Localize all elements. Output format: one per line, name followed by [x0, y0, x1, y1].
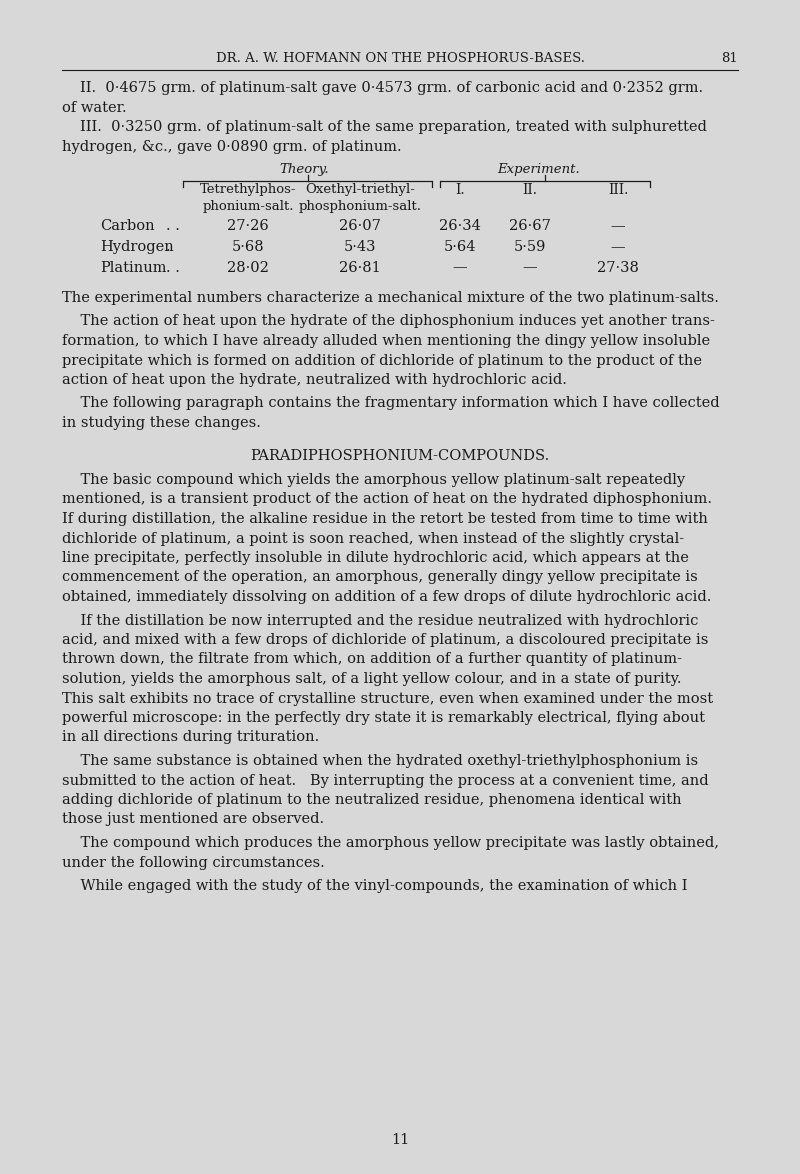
Text: precipitate which is formed on addition of dichloride of platinum to the product: precipitate which is formed on addition … — [62, 353, 702, 367]
Text: 11: 11 — [391, 1133, 409, 1147]
Text: The compound which produces the amorphous yellow precipitate was lastly obtained: The compound which produces the amorphou… — [62, 836, 719, 850]
Text: —: — — [522, 261, 538, 275]
Text: Experiment.: Experiment. — [498, 162, 580, 175]
Text: Theory.: Theory. — [279, 162, 329, 175]
Text: The same substance is obtained when the hydrated oxethyl-triethylphosphonium is: The same substance is obtained when the … — [62, 754, 698, 768]
Text: 28·02: 28·02 — [227, 261, 269, 275]
Text: in all directions during trituration.: in all directions during trituration. — [62, 730, 319, 744]
Text: of water.: of water. — [62, 101, 126, 115]
Text: phosphonium-salt.: phosphonium-salt. — [298, 200, 422, 212]
Text: 27·38: 27·38 — [597, 261, 639, 275]
Text: hydrogen, &c., gave 0·0890 grm. of platinum.: hydrogen, &c., gave 0·0890 grm. of plati… — [62, 140, 402, 154]
Text: 26·07: 26·07 — [339, 220, 381, 234]
Text: Hydrogen: Hydrogen — [100, 239, 174, 254]
Text: Oxethyl-triethyl-: Oxethyl-triethyl- — [305, 183, 415, 196]
Text: obtained, immediately dissolving on addition of a few drops of dilute hydrochlor: obtained, immediately dissolving on addi… — [62, 591, 711, 603]
Text: 26·34: 26·34 — [439, 220, 481, 234]
Text: PARADIPHOSPHONIUM-COMPOUNDS.: PARADIPHOSPHONIUM-COMPOUNDS. — [250, 450, 550, 464]
Text: 5·59: 5·59 — [514, 239, 546, 254]
Text: submitted to the action of heat.   By interrupting the process at a convenient t: submitted to the action of heat. By inte… — [62, 774, 709, 788]
Text: —: — — [610, 220, 626, 234]
Text: II.: II. — [522, 182, 538, 196]
Text: under the following circumstances.: under the following circumstances. — [62, 856, 325, 870]
Text: While engaged with the study of the vinyl-compounds, the examination of which I: While engaged with the study of the viny… — [62, 879, 687, 893]
Text: —: — — [453, 261, 467, 275]
Text: III.: III. — [608, 182, 628, 196]
Text: phonium-salt.: phonium-salt. — [202, 200, 294, 212]
Text: 5·68: 5·68 — [232, 239, 264, 254]
Text: mentioned, is a transient product of the action of heat on the hydrated diphosph: mentioned, is a transient product of the… — [62, 493, 712, 506]
Text: The basic compound which yields the amorphous yellow platinum-salt repeatedly: The basic compound which yields the amor… — [62, 473, 685, 487]
Text: those just mentioned are observed.: those just mentioned are observed. — [62, 812, 324, 826]
Text: 5·43: 5·43 — [344, 239, 376, 254]
Text: in studying these changes.: in studying these changes. — [62, 416, 261, 430]
Text: adding dichloride of platinum to the neutralized residue, phenomena identical wi: adding dichloride of platinum to the neu… — [62, 792, 682, 807]
Text: action of heat upon the hydrate, neutralized with hydrochloric acid.: action of heat upon the hydrate, neutral… — [62, 373, 567, 387]
Text: dichloride of platinum, a point is soon reached, when instead of the slightly cr: dichloride of platinum, a point is soon … — [62, 532, 684, 546]
Text: 5·64: 5·64 — [444, 239, 476, 254]
Text: acid, and mixed with a few drops of dichloride of platinum, a discoloured precip: acid, and mixed with a few drops of dich… — [62, 633, 708, 647]
Text: powerful microscope: in the perfectly dry state it is remarkably electrical, fly: powerful microscope: in the perfectly dr… — [62, 711, 705, 726]
Text: The experimental numbers characterize a mechanical mixture of the two platinum-s: The experimental numbers characterize a … — [62, 291, 719, 305]
Text: 26·81: 26·81 — [339, 261, 381, 275]
Text: line precipitate, perfectly insoluble in dilute hydrochloric acid, which appears: line precipitate, perfectly insoluble in… — [62, 551, 689, 565]
Text: I.: I. — [455, 182, 465, 196]
Text: thrown down, the filtrate from which, on addition of a further quantity of plati: thrown down, the filtrate from which, on… — [62, 653, 682, 667]
Text: solution, yields the amorphous salt, of a light yellow colour, and in a state of: solution, yields the amorphous salt, of … — [62, 672, 682, 686]
Text: If the distillation be now interrupted and the residue neutralized with hydrochl: If the distillation be now interrupted a… — [62, 614, 698, 627]
Text: 81: 81 — [722, 52, 738, 65]
Text: This salt exhibits no trace of crystalline structure, even when examined under t: This salt exhibits no trace of crystalli… — [62, 691, 713, 706]
Text: III.  0·3250 grm. of platinum-salt of the same preparation, treated with sulphur: III. 0·3250 grm. of platinum-salt of the… — [80, 120, 707, 134]
Text: Platinum: Platinum — [100, 261, 166, 275]
Text: II.  0·4675 grm. of platinum-salt gave 0·4573 grm. of carbonic acid and 0·2352 g: II. 0·4675 grm. of platinum-salt gave 0·… — [80, 81, 703, 95]
Text: If during distillation, the alkaline residue in the retort be tested from time t: If during distillation, the alkaline res… — [62, 512, 708, 526]
Text: . .: . . — [166, 261, 180, 275]
Text: commencement of the operation, an amorphous, generally dingy yellow precipitate : commencement of the operation, an amorph… — [62, 571, 698, 585]
Text: 26·67: 26·67 — [509, 220, 551, 234]
Text: 27·26: 27·26 — [227, 220, 269, 234]
Text: The following paragraph contains the fragmentary information which I have collec: The following paragraph contains the fra… — [62, 397, 720, 411]
Text: —: — — [610, 239, 626, 254]
Text: The action of heat upon the hydrate of the diphosphonium induces yet another tra: The action of heat upon the hydrate of t… — [62, 315, 715, 329]
Text: . .: . . — [166, 220, 180, 234]
Text: Tetrethylphos-: Tetrethylphos- — [200, 183, 296, 196]
Text: DR. A. W. HOFMANN ON THE PHOSPHORUS-BASES.: DR. A. W. HOFMANN ON THE PHOSPHORUS-BASE… — [215, 52, 585, 65]
Text: Carbon: Carbon — [100, 220, 154, 234]
Text: .: . — [166, 239, 170, 254]
Text: formation, to which I have already alluded when mentioning the dingy yellow inso: formation, to which I have already allud… — [62, 333, 710, 348]
